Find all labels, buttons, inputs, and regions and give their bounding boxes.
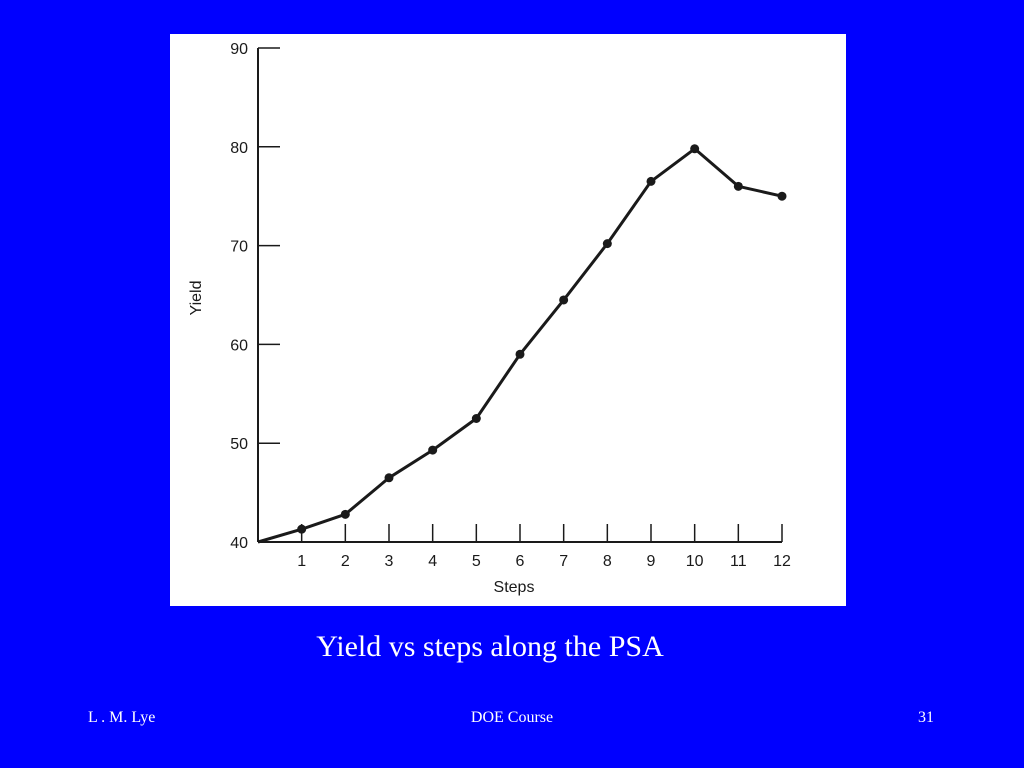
x-tick-label: 4 [428, 553, 437, 570]
y-axis-ticks: 40 50 60 70 80 90 [230, 41, 280, 552]
x-tick-label: 8 [603, 553, 612, 570]
footer-course: DOE Course [470, 709, 554, 726]
x-tick-label: 12 [773, 553, 791, 570]
y-axis-label: Yield [188, 281, 205, 316]
x-tick-label: 11 [730, 553, 747, 570]
footer-page-number: 31 [918, 709, 934, 726]
data-point [471, 414, 481, 423]
yield-series-line [257, 147, 783, 544]
data-point [690, 144, 700, 154]
data-point [777, 191, 787, 201]
footer-author: L . M. Lye [88, 709, 156, 726]
x-tick-label: 6 [516, 553, 525, 570]
y-tick-label: 70 [230, 239, 248, 256]
x-tick-label: 9 [647, 553, 656, 570]
y-tick-label: 40 [230, 535, 248, 552]
y-tick-label: 80 [230, 140, 248, 157]
x-tick-label: 3 [385, 553, 394, 570]
axes [257, 48, 782, 543]
data-point [340, 509, 350, 519]
data-point [515, 349, 525, 359]
y-tick-label: 90 [230, 41, 248, 58]
series-group [257, 144, 787, 544]
data-point [384, 473, 394, 483]
data-point [297, 524, 307, 534]
x-tick-label: 10 [686, 553, 704, 570]
data-point [428, 445, 438, 455]
y-tick-label: 50 [230, 436, 248, 453]
data-point [559, 295, 569, 305]
chart-panel: 40 50 60 70 80 90 1 2 3 4 5 6 7 8 9 10 11 12 Steps Yield [170, 34, 846, 606]
x-tick-label: 2 [341, 553, 350, 570]
x-axis-ticks: 1 2 3 4 5 6 7 8 9 10 11 12 [297, 524, 791, 570]
x-axis-label: Steps [494, 579, 535, 596]
data-point [602, 239, 612, 249]
data-point [733, 181, 743, 191]
x-tick-label: 7 [559, 553, 568, 570]
x-tick-label: 1 [297, 553, 306, 570]
y-tick-label: 60 [230, 337, 248, 354]
slide-caption: Yield vs steps along the PSA [316, 630, 664, 663]
x-tick-label: 5 [472, 553, 481, 570]
data-point [646, 176, 656, 186]
